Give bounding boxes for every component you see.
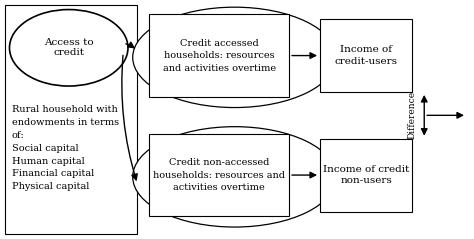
Bar	[149, 134, 289, 216]
Text: Credit non-accessed
households: resources and
activities overtime: Credit non-accessed households: resource…	[153, 158, 285, 192]
Ellipse shape	[133, 7, 337, 108]
Ellipse shape	[9, 10, 128, 86]
Text: Rural household with
endowments in terms
of:
Social capital
Human capital
Financ: Rural household with endowments in terms…	[12, 105, 119, 191]
Text: Income of
credit-users: Income of credit-users	[335, 45, 398, 66]
Text: Credit accessed
households: resources
and activities overtime: Credit accessed households: resources an…	[163, 38, 276, 73]
Text: Income of credit
non-users: Income of credit non-users	[323, 165, 409, 185]
Text: Access to
credit: Access to credit	[44, 38, 93, 58]
Text: Difference: Difference	[408, 91, 417, 139]
Bar	[320, 139, 412, 212]
Ellipse shape	[133, 127, 337, 227]
Bar	[149, 14, 289, 97]
Bar	[320, 19, 412, 92]
Bar	[5, 5, 137, 234]
